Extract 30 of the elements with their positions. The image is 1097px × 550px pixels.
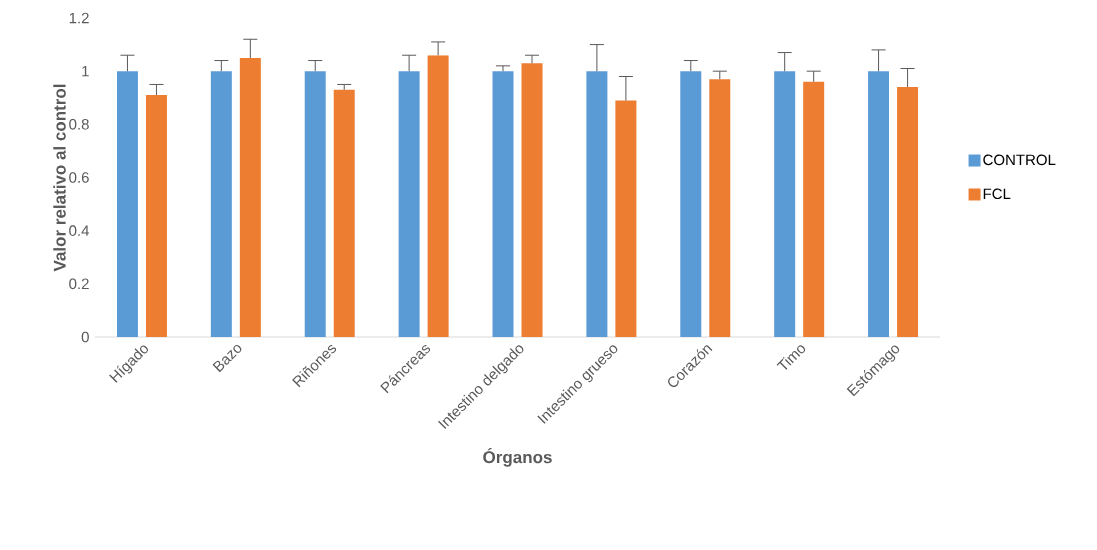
bar [521,63,543,337]
bar [398,71,420,337]
bar [145,95,167,337]
x-axis-title: Órganos [483,447,552,467]
bar [210,71,232,337]
bar [427,55,449,337]
y-axis-title: Valor relativo al control [53,84,66,272]
y-tick-label: 1.2 [69,12,89,24]
bar [615,100,637,337]
x-tick-label: Timo [776,345,806,370]
y-tick-label: 0 [81,331,89,343]
y-tick-label: 0.8 [69,119,89,130]
y-tick-label: 1 [82,66,89,77]
bar [897,87,919,337]
bar [492,71,514,337]
bar [680,71,702,337]
bar [586,71,608,337]
y-tick-label: 0.4 [69,225,90,236]
bar [868,71,890,337]
legend-label: CONTROL [983,154,1056,166]
bar [239,57,261,337]
bar [333,89,355,337]
y-tick-label: 0.2 [69,278,89,290]
bar [774,71,796,337]
bar [116,71,138,337]
bar [304,71,326,337]
legend-label: FCL [983,188,1011,200]
y-tick-label: 0.6 [69,172,89,183]
bar [803,81,825,337]
bar [709,79,731,337]
